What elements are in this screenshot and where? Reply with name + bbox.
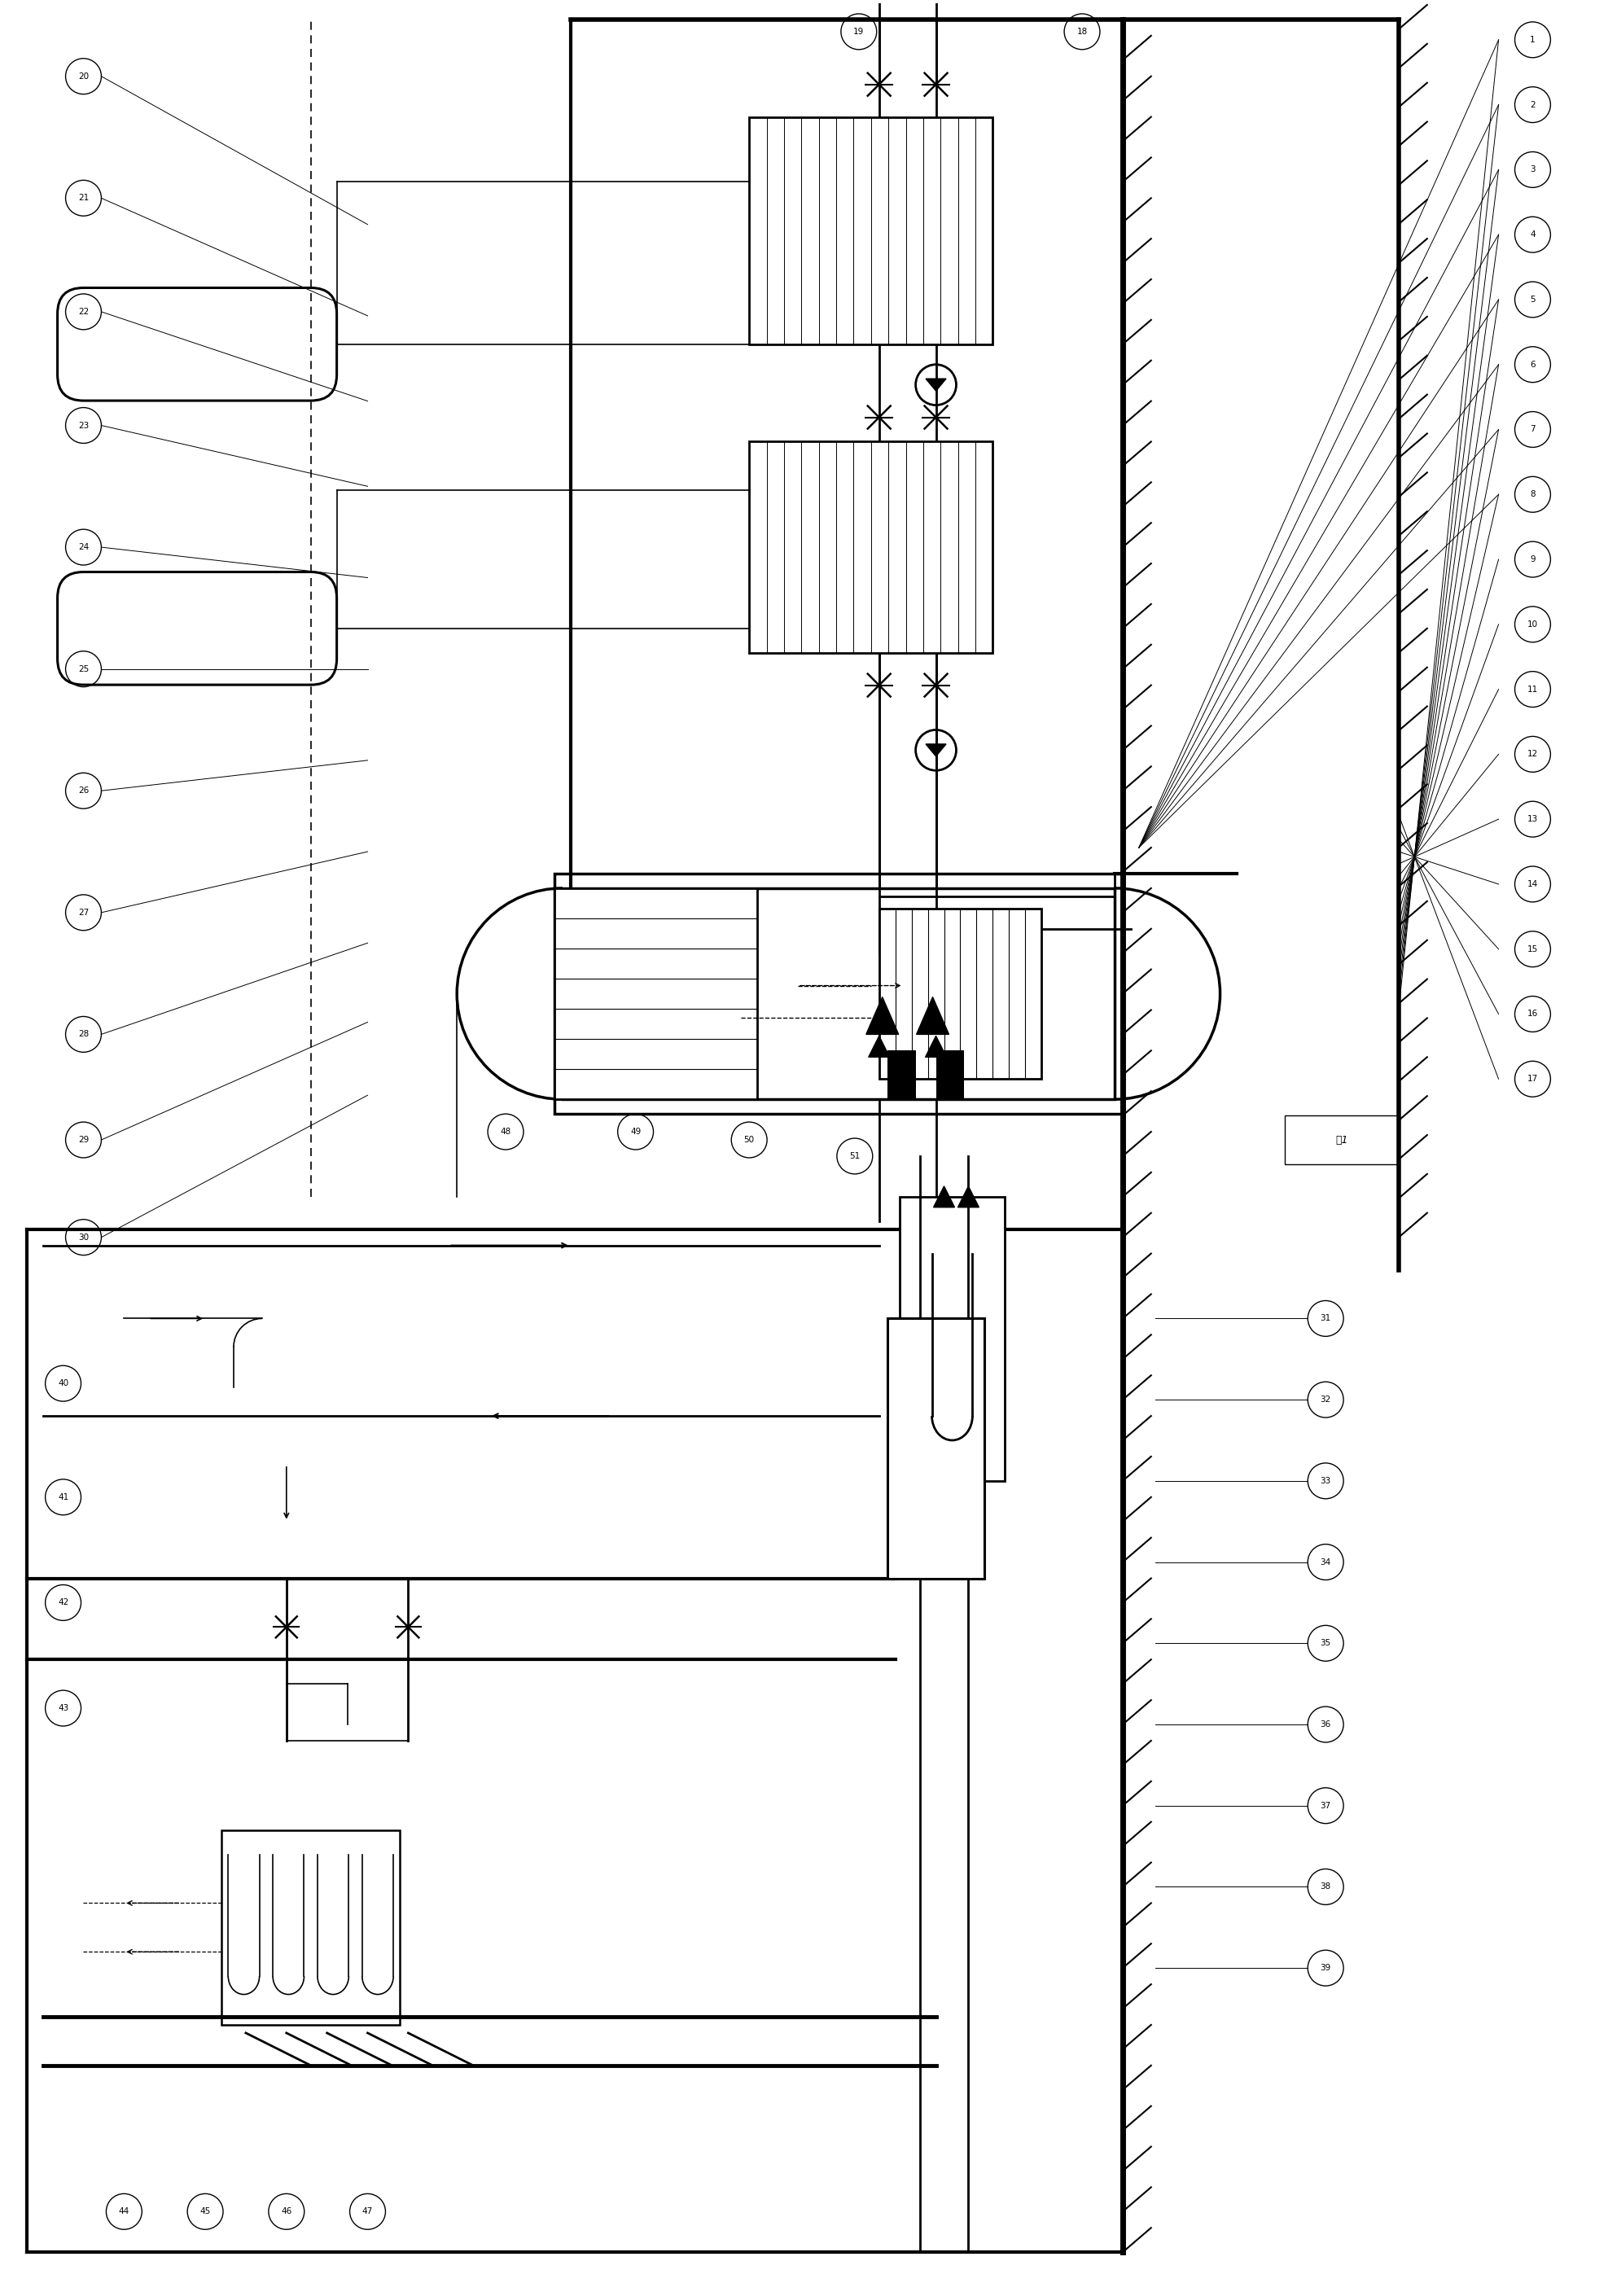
Text: 45: 45: [199, 2206, 211, 2216]
Bar: [749, 441, 992, 652]
Bar: [222, 1830, 400, 2025]
Polygon shape: [926, 379, 946, 390]
Text: 10: 10: [1528, 620, 1537, 629]
Text: 14: 14: [1528, 879, 1539, 889]
Text: 46: 46: [281, 2206, 291, 2216]
Text: 7: 7: [1529, 425, 1536, 434]
Text: 17: 17: [1528, 1075, 1539, 1084]
Text: 29: 29: [79, 1137, 88, 1143]
Bar: [555, 872, 1122, 1114]
Text: 12: 12: [1528, 751, 1539, 758]
Text: 2: 2: [1529, 101, 1536, 108]
Polygon shape: [958, 1187, 979, 1208]
Text: 18: 18: [1077, 28, 1087, 37]
Text: 20: 20: [79, 71, 88, 80]
Text: 49: 49: [630, 1127, 642, 1137]
Bar: [888, 1052, 915, 1100]
Bar: [899, 1196, 1005, 1481]
Text: 30: 30: [79, 1233, 88, 1242]
Bar: [749, 117, 992, 344]
Bar: [880, 909, 1042, 1079]
Text: 27: 27: [79, 909, 88, 916]
Text: 16: 16: [1528, 1010, 1539, 1017]
Polygon shape: [926, 744, 946, 755]
Bar: [936, 1052, 965, 1100]
Text: 26: 26: [79, 788, 88, 794]
Text: 41: 41: [58, 1492, 69, 1502]
Polygon shape: [934, 1187, 955, 1208]
Text: 1: 1: [1529, 37, 1536, 44]
Text: 34: 34: [1320, 1559, 1331, 1566]
Text: 23: 23: [79, 422, 88, 429]
Text: 24: 24: [79, 544, 88, 551]
Text: 31: 31: [1320, 1313, 1331, 1322]
Text: 36: 36: [1320, 1720, 1331, 1729]
Text: 39: 39: [1320, 1963, 1331, 1972]
Text: 28: 28: [79, 1031, 88, 1038]
Text: 21: 21: [79, 195, 88, 202]
Text: 图1: 图1: [1336, 1134, 1348, 1146]
Text: 37: 37: [1320, 1802, 1331, 1809]
Text: 19: 19: [854, 28, 863, 37]
Text: 4: 4: [1529, 230, 1536, 239]
Text: 25: 25: [79, 666, 88, 673]
Text: 9: 9: [1529, 556, 1536, 563]
Text: 3: 3: [1529, 165, 1536, 174]
Text: 15: 15: [1528, 946, 1539, 953]
Text: 8: 8: [1529, 491, 1536, 498]
Text: 43: 43: [58, 1704, 69, 1713]
Text: 11: 11: [1528, 684, 1539, 693]
Text: 32: 32: [1320, 1396, 1331, 1403]
Text: 40: 40: [58, 1380, 69, 1387]
Polygon shape: [917, 996, 949, 1033]
Text: 33: 33: [1320, 1476, 1331, 1486]
Text: 22: 22: [79, 308, 88, 317]
Text: 13: 13: [1528, 815, 1539, 824]
Text: 51: 51: [849, 1153, 860, 1159]
Text: 42: 42: [58, 1598, 69, 1607]
Text: 6: 6: [1529, 360, 1536, 370]
Text: 5: 5: [1529, 296, 1536, 303]
Bar: [555, 889, 757, 1100]
Polygon shape: [867, 996, 899, 1033]
Polygon shape: [925, 1035, 947, 1056]
Bar: [904, 1212, 1000, 1456]
Text: 48: 48: [500, 1127, 511, 1137]
Text: 50: 50: [745, 1137, 754, 1143]
Text: 47: 47: [362, 2206, 373, 2216]
Bar: [888, 1318, 984, 1577]
Text: 38: 38: [1320, 1883, 1331, 1892]
Bar: [563, 889, 1114, 1100]
Text: 44: 44: [119, 2206, 129, 2216]
Polygon shape: [868, 1035, 889, 1056]
Text: 35: 35: [1320, 1639, 1331, 1646]
Bar: [1285, 1116, 1399, 1164]
